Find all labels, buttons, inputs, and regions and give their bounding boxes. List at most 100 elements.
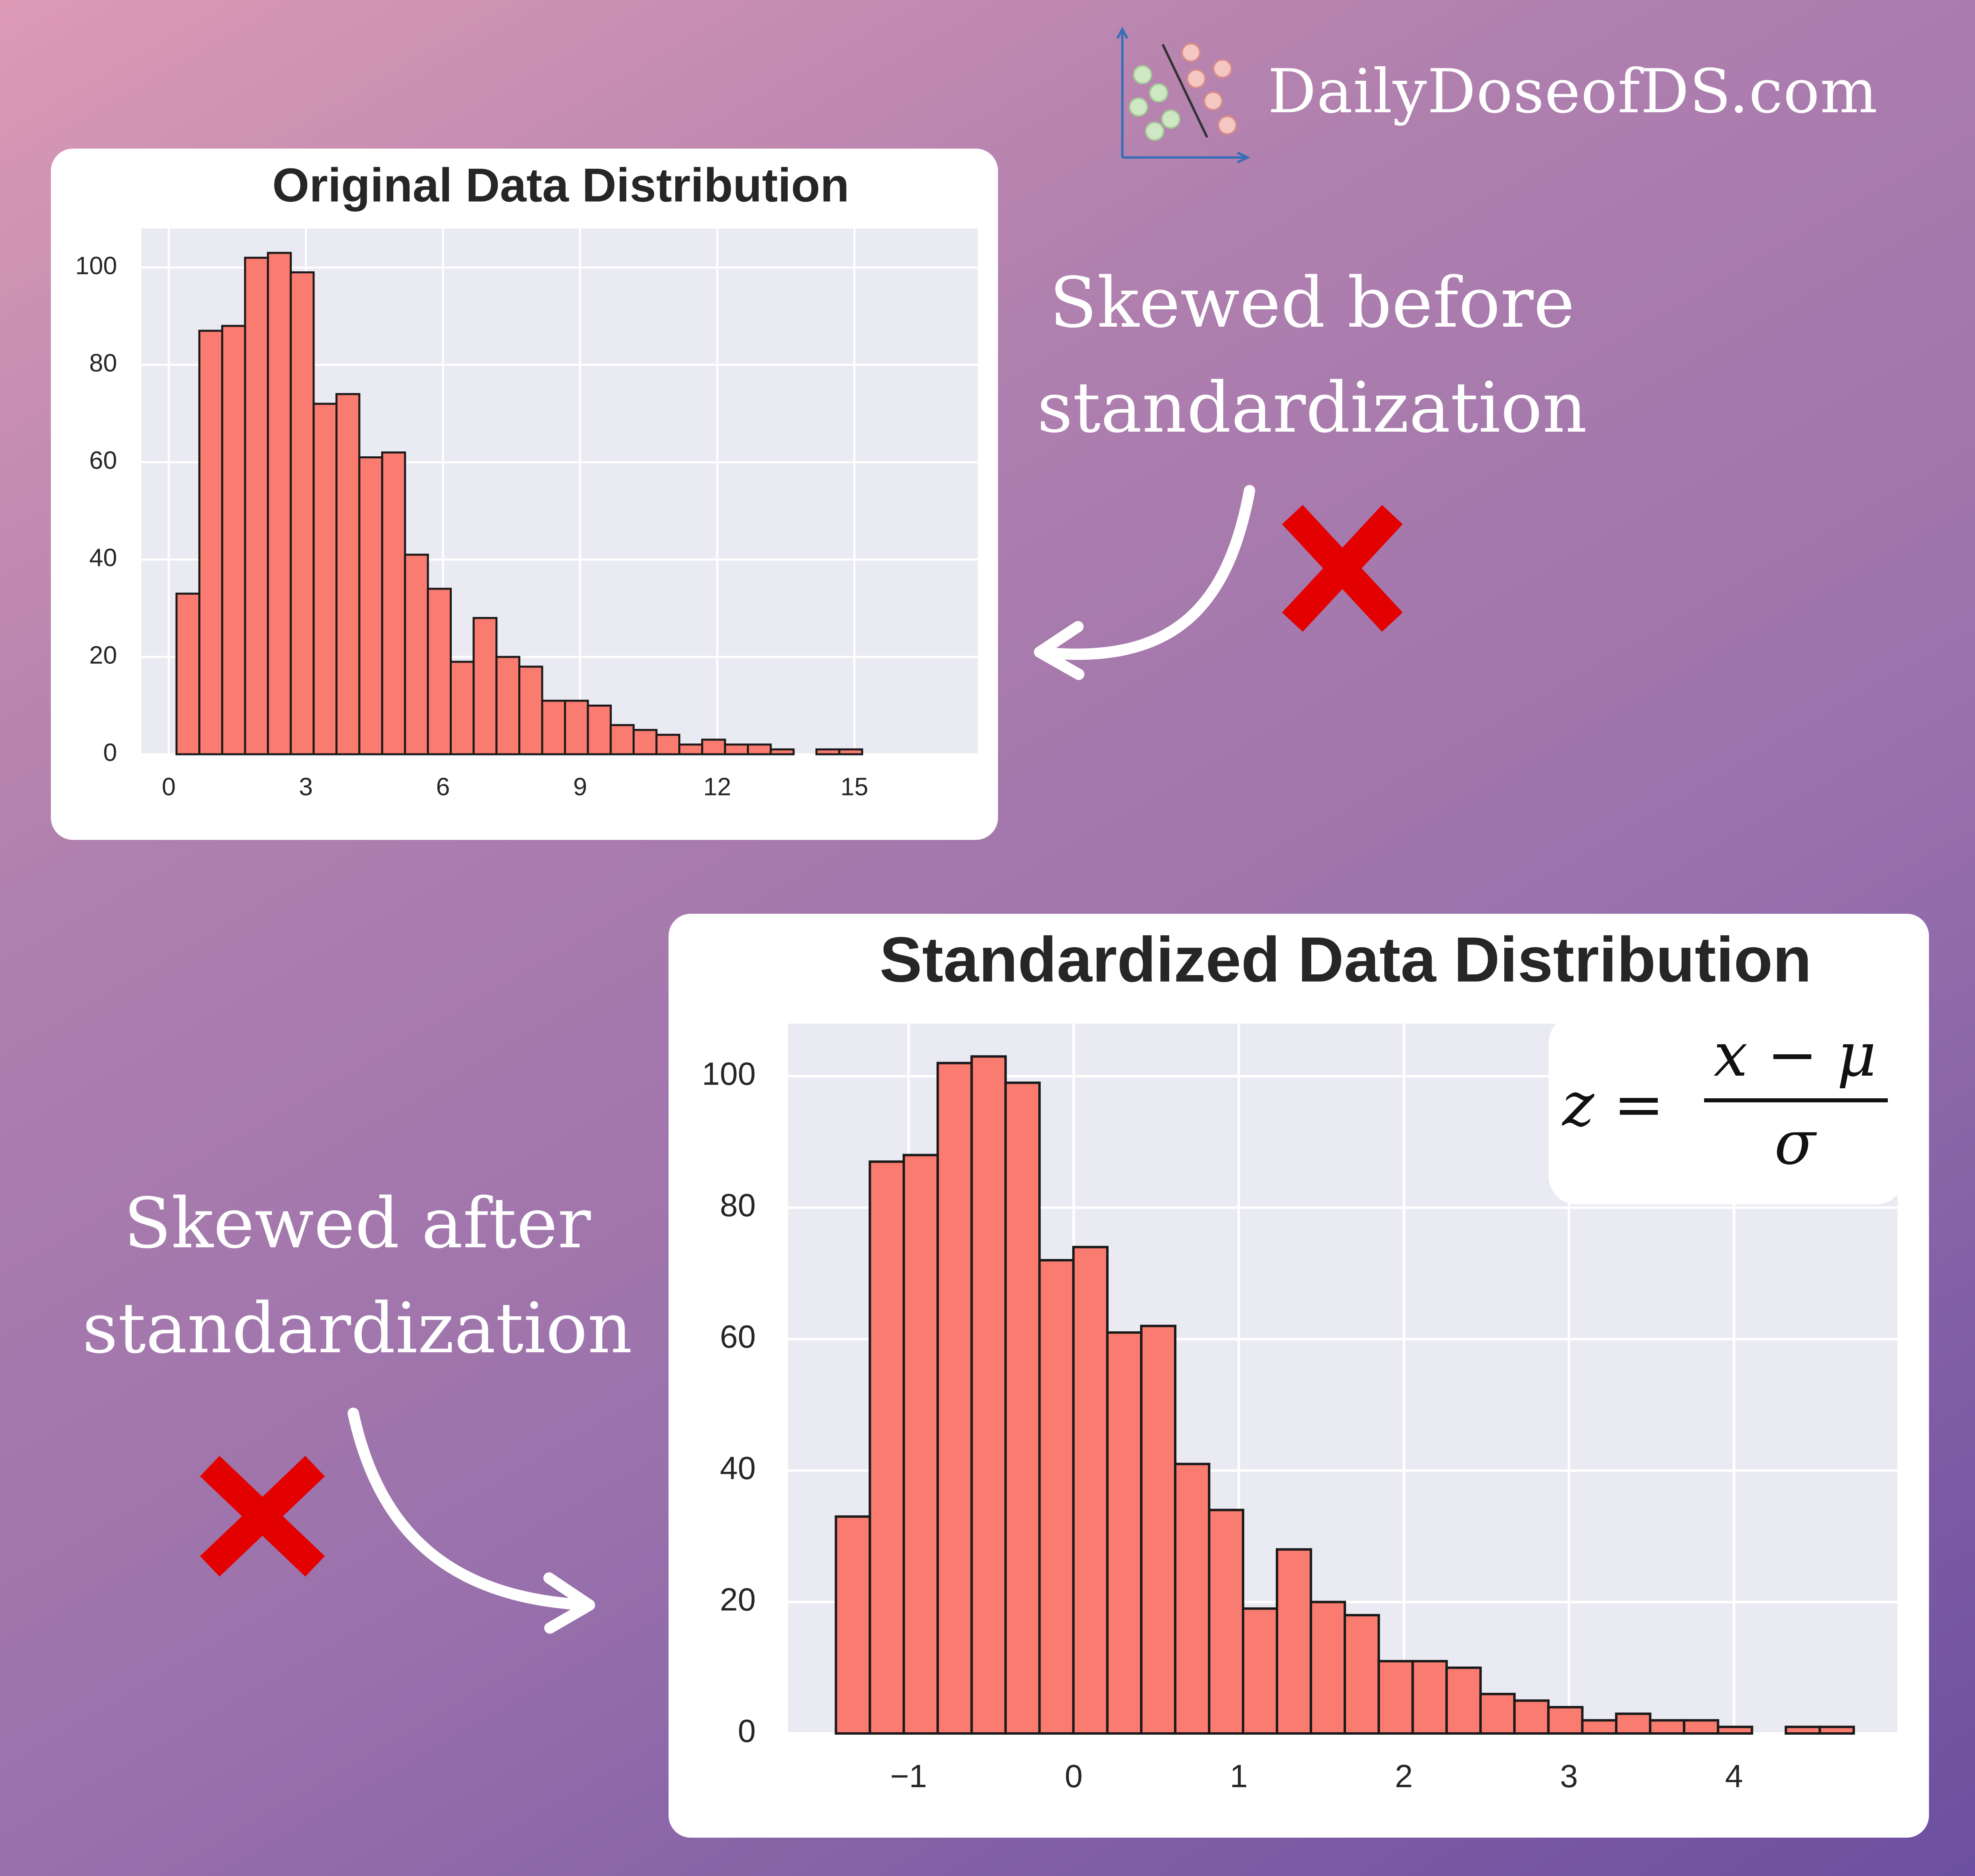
histogram-bar — [632, 729, 658, 755]
histogram-bar — [1140, 1324, 1176, 1735]
histogram-bar — [1377, 1660, 1414, 1735]
histogram-bar — [427, 588, 452, 755]
caption-before: Skewed before standardization — [1009, 250, 1615, 460]
y-tick-label: 100 — [75, 252, 117, 280]
zscore-formula: z = x − μ σ — [1549, 1015, 1904, 1205]
histogram-bar — [472, 617, 498, 755]
x-tick-label: 2 — [1395, 1758, 1413, 1794]
histogram-bar — [404, 554, 429, 755]
histogram-bar — [1445, 1666, 1482, 1735]
histogram-bar — [1276, 1548, 1312, 1735]
y-tick-label: 0 — [103, 739, 117, 766]
caption-after: Skewed after standardization — [65, 1171, 650, 1381]
y-tick-label: 20 — [720, 1582, 756, 1618]
histogram-bar — [724, 743, 749, 755]
histogram-bar — [1581, 1719, 1618, 1735]
histogram-bar — [610, 724, 635, 755]
caption-after-line2: standardization — [82, 1288, 633, 1369]
histogram-bar — [746, 743, 772, 755]
caption-before-line1: Skewed before — [1049, 262, 1575, 343]
histogram-bar — [518, 665, 543, 755]
x-tick-label: 1 — [1230, 1758, 1248, 1794]
cross-icon — [1282, 505, 1403, 632]
caption-before-line2: standardization — [1037, 367, 1587, 448]
histogram-bar — [936, 1062, 973, 1735]
histogram-bar — [358, 456, 384, 755]
formula-lhs: z = — [1562, 1070, 1664, 1140]
original-chart-card: Original Data Distribution 0 3 6 9 12 15 0 20 40… — [51, 149, 998, 840]
histogram-bar — [655, 734, 681, 755]
standardized-chart-card: Standardized Data Distribution −1 0 1 2 3 4 0 2… — [669, 914, 1929, 1838]
scatter-classifier-logo-icon — [1116, 26, 1250, 164]
histogram-bar — [450, 661, 475, 755]
x-tick-label: −1 — [890, 1758, 927, 1794]
histogram-bar — [1649, 1719, 1686, 1735]
x-tick-label: 4 — [1725, 1758, 1743, 1794]
histogram-bar — [1479, 1693, 1516, 1735]
brand-name: DailyDoseofDS.com — [1268, 57, 1878, 127]
histogram-bar — [381, 451, 406, 755]
histogram-bar — [1344, 1614, 1380, 1735]
y-tick-label: 20 — [89, 641, 117, 669]
histogram-bar — [1310, 1601, 1346, 1735]
x-tick-label: 3 — [299, 773, 312, 801]
histogram-bar — [221, 325, 246, 755]
chart-title: Standardized Data Distribution — [880, 924, 1812, 995]
histogram-bar — [838, 748, 864, 755]
histogram-bar — [815, 748, 841, 755]
histogram-bar — [175, 592, 201, 755]
histogram-bar — [267, 252, 292, 755]
histogram-bar — [769, 748, 795, 755]
y-tick-label: 80 — [720, 1187, 756, 1223]
x-tick-label: 0 — [1065, 1758, 1083, 1794]
histogram-bar — [1717, 1725, 1753, 1735]
histogram-bar — [1072, 1246, 1109, 1735]
y-tick-label: 80 — [89, 349, 117, 377]
y-tick-label: 0 — [738, 1713, 756, 1749]
histogram-bar — [1242, 1607, 1279, 1735]
formula-numerator: x − μ — [1713, 1020, 1876, 1090]
y-tick-label: 60 — [720, 1318, 756, 1354]
histogram-bar — [495, 656, 520, 755]
y-tick-label: 60 — [89, 447, 117, 474]
x-tick-label: 15 — [841, 773, 868, 801]
curved-arrow-icon — [348, 1408, 595, 1634]
histogram-bar — [902, 1154, 939, 1735]
histogram-bar — [587, 704, 612, 755]
histogram-bar — [1547, 1706, 1584, 1735]
x-tick-label: 12 — [703, 773, 731, 801]
histogram-bar — [678, 743, 703, 755]
histogram-bar — [1106, 1331, 1143, 1735]
histogram-bar — [834, 1515, 871, 1735]
x-tick-label: 0 — [162, 773, 176, 801]
histogram-bar — [312, 403, 338, 755]
histogram-bar — [335, 393, 361, 755]
cross-icon — [200, 1456, 325, 1577]
chart-title: Original Data Distribution — [272, 159, 849, 212]
histogram-bar — [1683, 1719, 1719, 1735]
histogram-bar — [868, 1160, 905, 1735]
caption-after-line1: Skewed after — [124, 1183, 591, 1264]
histogram-bar — [1818, 1725, 1855, 1735]
x-tick-label: 6 — [436, 773, 450, 801]
histogram-bar — [564, 699, 589, 755]
histogram-bar — [1615, 1712, 1652, 1735]
y-tick-label: 40 — [720, 1450, 756, 1486]
curved-arrow-icon — [1034, 485, 1255, 680]
brand-header: DailyDoseofDS.com — [1114, 24, 1962, 170]
histogram-bar — [198, 329, 223, 755]
formula-denominator: σ — [1774, 1108, 1817, 1178]
histogram-bar — [1784, 1725, 1821, 1735]
histogram-bar — [289, 271, 315, 755]
histogram-bar — [541, 699, 566, 755]
x-tick-label: 3 — [1560, 1758, 1578, 1794]
x-tick-label: 9 — [573, 773, 587, 801]
histogram-bar — [1004, 1081, 1041, 1735]
histogram-bar — [1411, 1660, 1448, 1735]
y-tick-label: 40 — [89, 544, 117, 572]
histogram-bar — [1208, 1509, 1245, 1735]
y-tick-label: 100 — [702, 1056, 756, 1091]
histogram-bar — [1174, 1463, 1210, 1735]
original-histogram: Original Data Distribution 0 3 6 9 12 15 0 20 40… — [75, 159, 978, 801]
histogram-bar — [701, 739, 726, 755]
